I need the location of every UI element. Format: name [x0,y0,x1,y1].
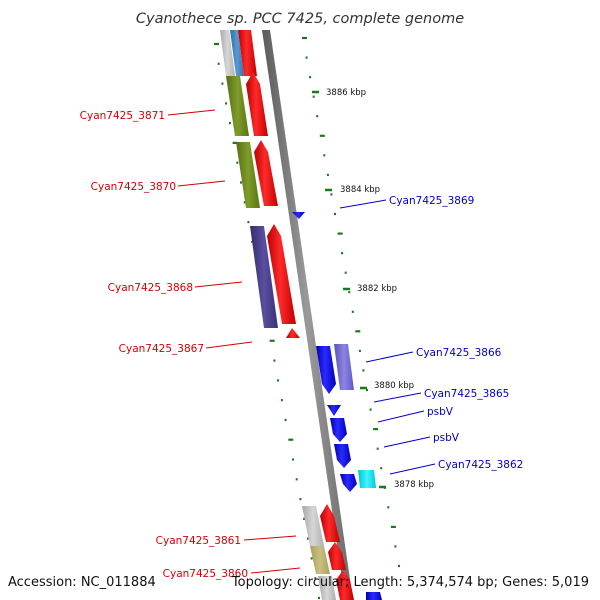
gene-block[interactable] [226,76,249,136]
gene-block[interactable] [318,576,336,600]
gene-arrow-forward[interactable] [267,224,296,324]
gene-block[interactable] [250,226,278,328]
gene-arrow-reverse[interactable] [327,405,341,416]
gene-label[interactable]: Cyan7425_3867 [119,343,204,355]
outer-tick-track [302,36,400,568]
gene-arrow-reverse[interactable] [316,346,336,394]
gene-arrow-reverse[interactable] [334,444,351,468]
gene-label[interactable]: Cyan7425_3869 [389,195,474,207]
kbp-label: 3882 kbp [357,284,397,294]
gene-label[interactable]: psbV [427,406,454,418]
genome-backbone [262,30,353,600]
left-gene-labels: Cyan7425_3871 Cyan7425_3870 Cyan7425_386… [80,109,301,580]
gene-arrow-forward[interactable] [336,570,354,600]
accession-label: Accession: NC_011884 [8,575,156,590]
gene-label[interactable]: Cyan7425_3862 [438,459,523,471]
kbp-scale: 3886 kbp 3884 kbp 3882 kbp 3880 kbp 3878… [312,88,434,490]
gene-label[interactable]: Cyan7425_3870 [91,181,176,193]
gene-arrow-reverse[interactable] [340,474,357,492]
gene-block[interactable] [220,30,235,76]
gene-label[interactable]: psbV [433,432,460,444]
gene-block[interactable] [302,506,324,546]
gene-arrow-forward[interactable] [246,72,268,136]
gene-label[interactable]: Cyan7425_3871 [80,110,165,122]
gene-arrow-forward[interactable] [320,504,340,542]
gene-arrow-forward[interactable] [328,542,346,570]
gene-label[interactable]: Cyan7425_3861 [156,535,241,547]
kbp-label: 3878 kbp [394,480,434,490]
gene-block[interactable] [334,344,354,390]
gene-block[interactable] [358,470,376,488]
gene-arrow-forward[interactable] [254,140,278,206]
genome-summary: Topology: circular; Length: 5,374,574 bp… [231,575,589,590]
kbp-label: 3884 kbp [340,185,380,195]
gene-arrow-reverse[interactable] [292,212,305,219]
gene-block[interactable] [310,546,330,574]
gene-arrow-forward[interactable] [238,30,257,76]
gene-block[interactable] [236,142,260,208]
gene-label[interactable]: Cyan7425_3866 [416,347,502,359]
map-title: Cyanothece sp. PCC 7425, complete genome [136,11,464,27]
kbp-label: 3886 kbp [326,88,366,98]
gene-arrow-forward[interactable] [286,328,300,338]
gene-arrow-reverse[interactable] [330,418,347,442]
forward-strand-genes [220,30,382,600]
kbp-label: 3880 kbp [374,381,414,391]
gene-label[interactable]: Cyan7425_3860 [163,568,248,580]
gene-label[interactable]: Cyan7425_3865 [424,388,509,400]
gene-block[interactable] [230,30,244,76]
gene-arrow-reverse[interactable] [366,592,382,600]
gene-label[interactable]: Cyan7425_3868 [108,282,193,294]
right-gene-labels: Cyan7425_3869 Cyan7425_3866 Cyan7425_386… [339,195,523,475]
